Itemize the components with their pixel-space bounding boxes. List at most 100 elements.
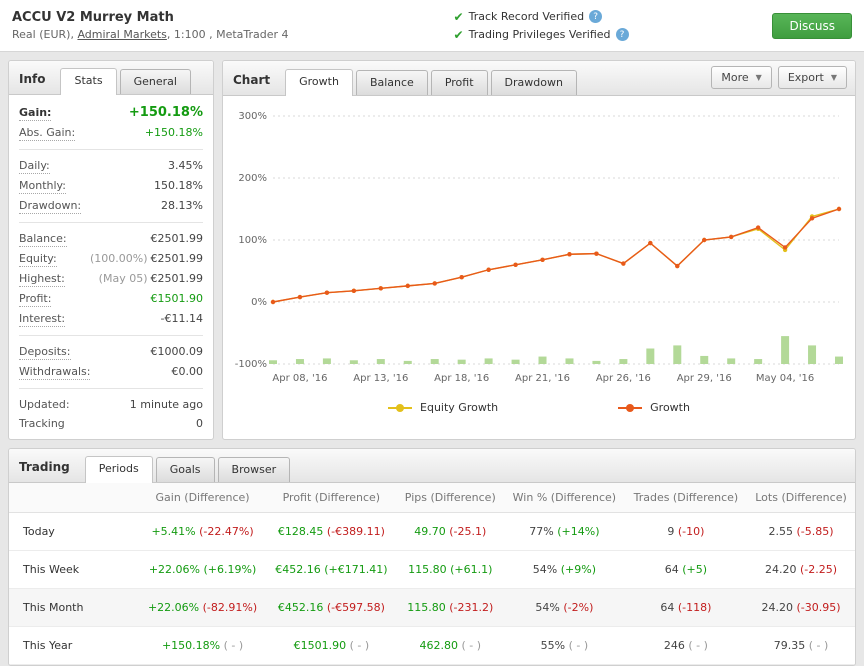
tab-balance[interactable]: Balance (355, 70, 428, 95)
track-record-verified-label: Track Record Verified (468, 10, 585, 23)
main-row: Info Stats General Gain: +150.18% Abs. Gai… (0, 52, 864, 448)
column-header-pips: Pips (Difference) (396, 483, 504, 513)
chart-widget: Chart Growth Balance Profit Drawdown Mor… (222, 60, 856, 440)
info-row: Tracking 0 (19, 414, 203, 433)
export-button[interactable]: Export ▼ (777, 66, 847, 89)
tab-stats[interactable]: Stats (60, 68, 117, 95)
account-header: ACCU V2 Murrey Math Real (EUR), Admiral … (0, 0, 864, 52)
info-label: Profit: (19, 292, 52, 307)
more-button[interactable]: More ▼ (711, 66, 772, 89)
account-subtitle: Real (EUR), Admiral Markets, 1:100 , Met… (12, 28, 289, 41)
info-widget-title: Info (19, 72, 46, 86)
table-row: Today +5.41% (-22.47%) €128.45 (-€389.11) 4… (9, 512, 855, 551)
trading-widget-title: Trading (19, 460, 70, 474)
legend-item[interactable]: Equity Growth (388, 401, 498, 414)
table-cell: €452.16 (-€597.58) (266, 588, 397, 627)
table-cell: 64 (-118) (624, 588, 748, 627)
info-label: Deposits: (19, 345, 71, 360)
tab-profit[interactable]: Profit (430, 70, 488, 95)
svg-text:Apr 21, '16: Apr 21, '16 (515, 373, 570, 384)
more-button-label: More (721, 71, 749, 84)
info-label: Tracking (19, 417, 65, 430)
column-header-trades: Trades (Difference) (624, 483, 748, 513)
info-label: Balance: (19, 232, 67, 247)
broker-link[interactable]: Admiral Markets (77, 28, 167, 41)
info-value: €1501.90 (150, 292, 204, 305)
growth-chart: -100% 0% 100% 200% 300% Apr 08, '16 Apr 13, '1… (235, 111, 843, 384)
info-label: Daily: (19, 159, 50, 174)
info-tabstrip: Info Stats General (9, 61, 213, 95)
export-button-label: Export (787, 71, 824, 84)
info-value: 3.45% (168, 159, 203, 172)
info-row: Withdrawals: €0.00 (19, 362, 203, 382)
svg-text:-100%: -100% (235, 359, 267, 370)
help-icon[interactable]: ? (615, 28, 629, 41)
info-row: Highest: (May 05) €2501.99 (19, 269, 203, 289)
tab-browser[interactable]: Browser (217, 457, 291, 482)
table-cell: 24.20 (-2.25) (747, 550, 855, 589)
column-header-lots: Lots (Difference) (747, 483, 855, 513)
table-cell: 115.80 (+61.1) (396, 550, 504, 589)
account-leverage-platform: , 1:100 , MetaTrader 4 (166, 28, 289, 41)
discuss-button[interactable]: Discuss (772, 12, 852, 39)
table-cell: 462.80 ( - ) (396, 626, 504, 665)
period-label: This Month (9, 588, 139, 627)
info-row: Drawdown: 28.13% (19, 196, 203, 216)
tab-drawdown[interactable]: Drawdown (490, 70, 577, 95)
periods-table-header: Gain (Difference) Profit (Difference) Pi… (9, 483, 855, 513)
column-header-period (9, 483, 139, 513)
account-title: ACCU V2 Murrey Math (12, 10, 174, 25)
table-cell: 2.55 (-5.85) (747, 512, 855, 551)
svg-text:Apr 13, '16: Apr 13, '16 (353, 373, 408, 384)
info-value: €2501.99 (150, 232, 204, 245)
period-label: This Week (9, 550, 139, 589)
info-label: Equity: (19, 252, 57, 267)
tab-goals[interactable]: Goals (155, 457, 215, 482)
tab-growth[interactable]: Growth (285, 69, 353, 96)
legend-dot-icon (396, 403, 405, 412)
chart-legend: Equity Growth Growth (225, 397, 853, 424)
info-label: Gain: (19, 106, 52, 121)
trading-widget: Trading Periods Goals Browser Gain (Diff… (8, 448, 856, 666)
table-cell: +22.06% (+6.19%) (139, 550, 267, 589)
info-label: Updated: (19, 398, 70, 411)
info-label: Drawdown: (19, 199, 82, 214)
tab-periods[interactable]: Periods (84, 456, 153, 483)
table-cell: +5.41% (-22.47%) (139, 512, 267, 551)
verification-block: ✔ Track Record Verified ? ✔ Trading Priv… (454, 10, 629, 41)
tab-general[interactable]: General (119, 69, 191, 94)
svg-text:0%: 0% (251, 297, 267, 308)
info-row: Monthly: 150.18% (19, 176, 203, 196)
info-label: Monthly: (19, 179, 66, 194)
divider (19, 388, 203, 389)
table-cell: 54% (-2%) (503, 588, 625, 627)
chart-actions: More ▼ Export ▼ (711, 66, 847, 95)
table-cell: 246 ( - ) (624, 626, 748, 665)
info-label: Abs. Gain: (19, 126, 76, 141)
info-row: Equity: (100.00%) €2501.99 (19, 249, 203, 269)
svg-text:Apr 26, '16: Apr 26, '16 (596, 373, 651, 384)
table-cell: 55% ( - ) (503, 626, 625, 665)
table-cell: 64 (+5) (624, 550, 748, 589)
column-header-gain: Gain (Difference) (139, 483, 267, 513)
svg-text:200%: 200% (238, 173, 267, 184)
track-record-verified-row: ✔ Track Record Verified ? (454, 10, 629, 23)
check-icon: ✔ (453, 27, 464, 42)
info-row: Interest: -€11.14 (19, 309, 203, 329)
info-stats-list: Gain: +150.18% Abs. Gain: +150.18% Daily: 3.4… (9, 95, 213, 439)
info-value: €1000.09 (150, 345, 204, 358)
info-row: Profit: €1501.90 (19, 289, 203, 309)
table-cell: 54% (+9%) (503, 550, 625, 589)
divider (19, 149, 203, 150)
chart-widget-title: Chart (233, 73, 271, 87)
check-icon: ✔ (453, 9, 464, 24)
legend-item[interactable]: Growth (618, 401, 690, 414)
table-cell: 77% (+14%) (503, 512, 625, 551)
help-icon[interactable]: ? (589, 10, 603, 23)
info-widget: Info Stats General Gain: +150.18% Abs. Gai… (8, 60, 214, 440)
chevron-down-icon: ▼ (755, 73, 762, 82)
info-value: 150.18% (154, 179, 203, 192)
info-row: Abs. Gain: +150.18% (19, 123, 203, 143)
table-cell: 24.20 (-30.95) (747, 588, 855, 627)
trading-tabstrip: Trading Periods Goals Browser (9, 449, 855, 483)
